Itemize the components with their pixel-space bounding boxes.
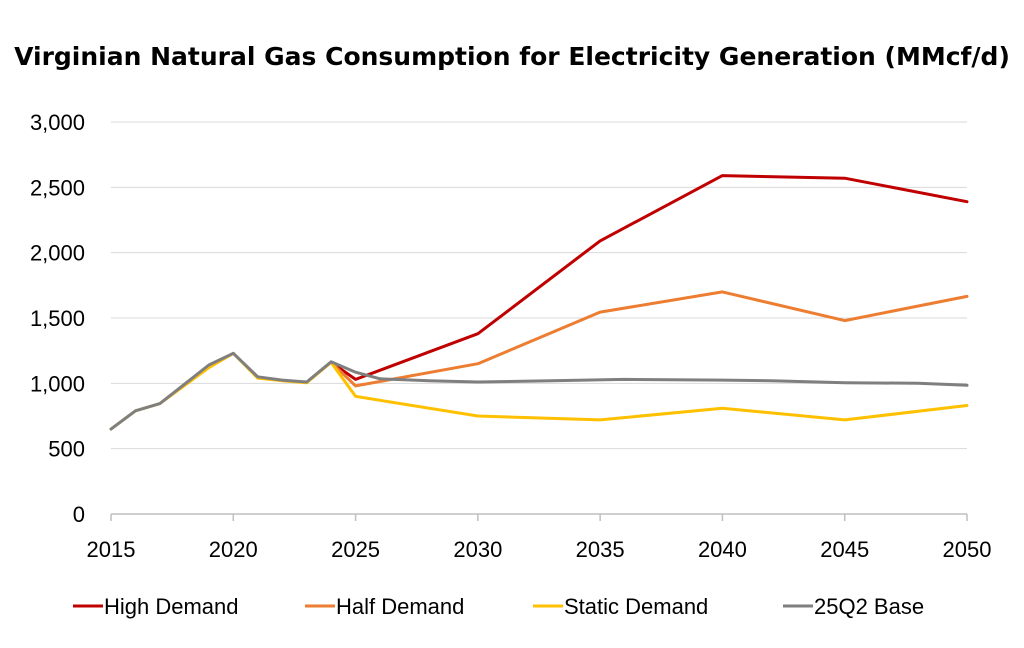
y-tick-label: 1,500 — [30, 306, 85, 331]
legend: High Demand Half Demand Static Demand 25Q2 … — [73, 594, 924, 619]
legend-label-3: 25Q2 Base — [814, 594, 924, 619]
series-lines — [109, 174, 969, 431]
chart-title: Virginian Natural Gas Consumption for El… — [14, 42, 1010, 71]
series-line-3 — [109, 351, 969, 431]
x-tick-label: 2040 — [698, 537, 747, 562]
gridlines — [111, 121, 967, 450]
x-tick-label: 2015 — [87, 537, 136, 562]
x-tick-label: 2050 — [943, 537, 992, 562]
legend-label-2: Static Demand — [564, 594, 708, 619]
x-tick-label: 2030 — [453, 537, 502, 562]
legend-label-1: Half Demand — [336, 594, 464, 619]
series-line-2 — [109, 351, 969, 431]
axes: 0 500 1,000 1,500 2,000 2,500 3,000 2015 2020 202… — [30, 110, 992, 562]
legend-label-0: High Demand — [104, 594, 239, 619]
y-tick-label: 500 — [48, 437, 85, 462]
series-line-0 — [329, 174, 969, 381]
y-tick-label: 3,000 — [30, 110, 85, 135]
x-tick-label: 2035 — [576, 537, 625, 562]
y-tick-label: 1,000 — [30, 371, 85, 396]
x-tick-label: 2020 — [209, 537, 258, 562]
series-line-1 — [329, 290, 969, 388]
x-tick-label: 2025 — [331, 537, 380, 562]
y-tick-label: 0 — [73, 502, 85, 527]
y-tick-label: 2,000 — [30, 241, 85, 266]
x-tick-label: 2045 — [820, 537, 869, 562]
y-tick-label: 2,500 — [30, 175, 85, 200]
